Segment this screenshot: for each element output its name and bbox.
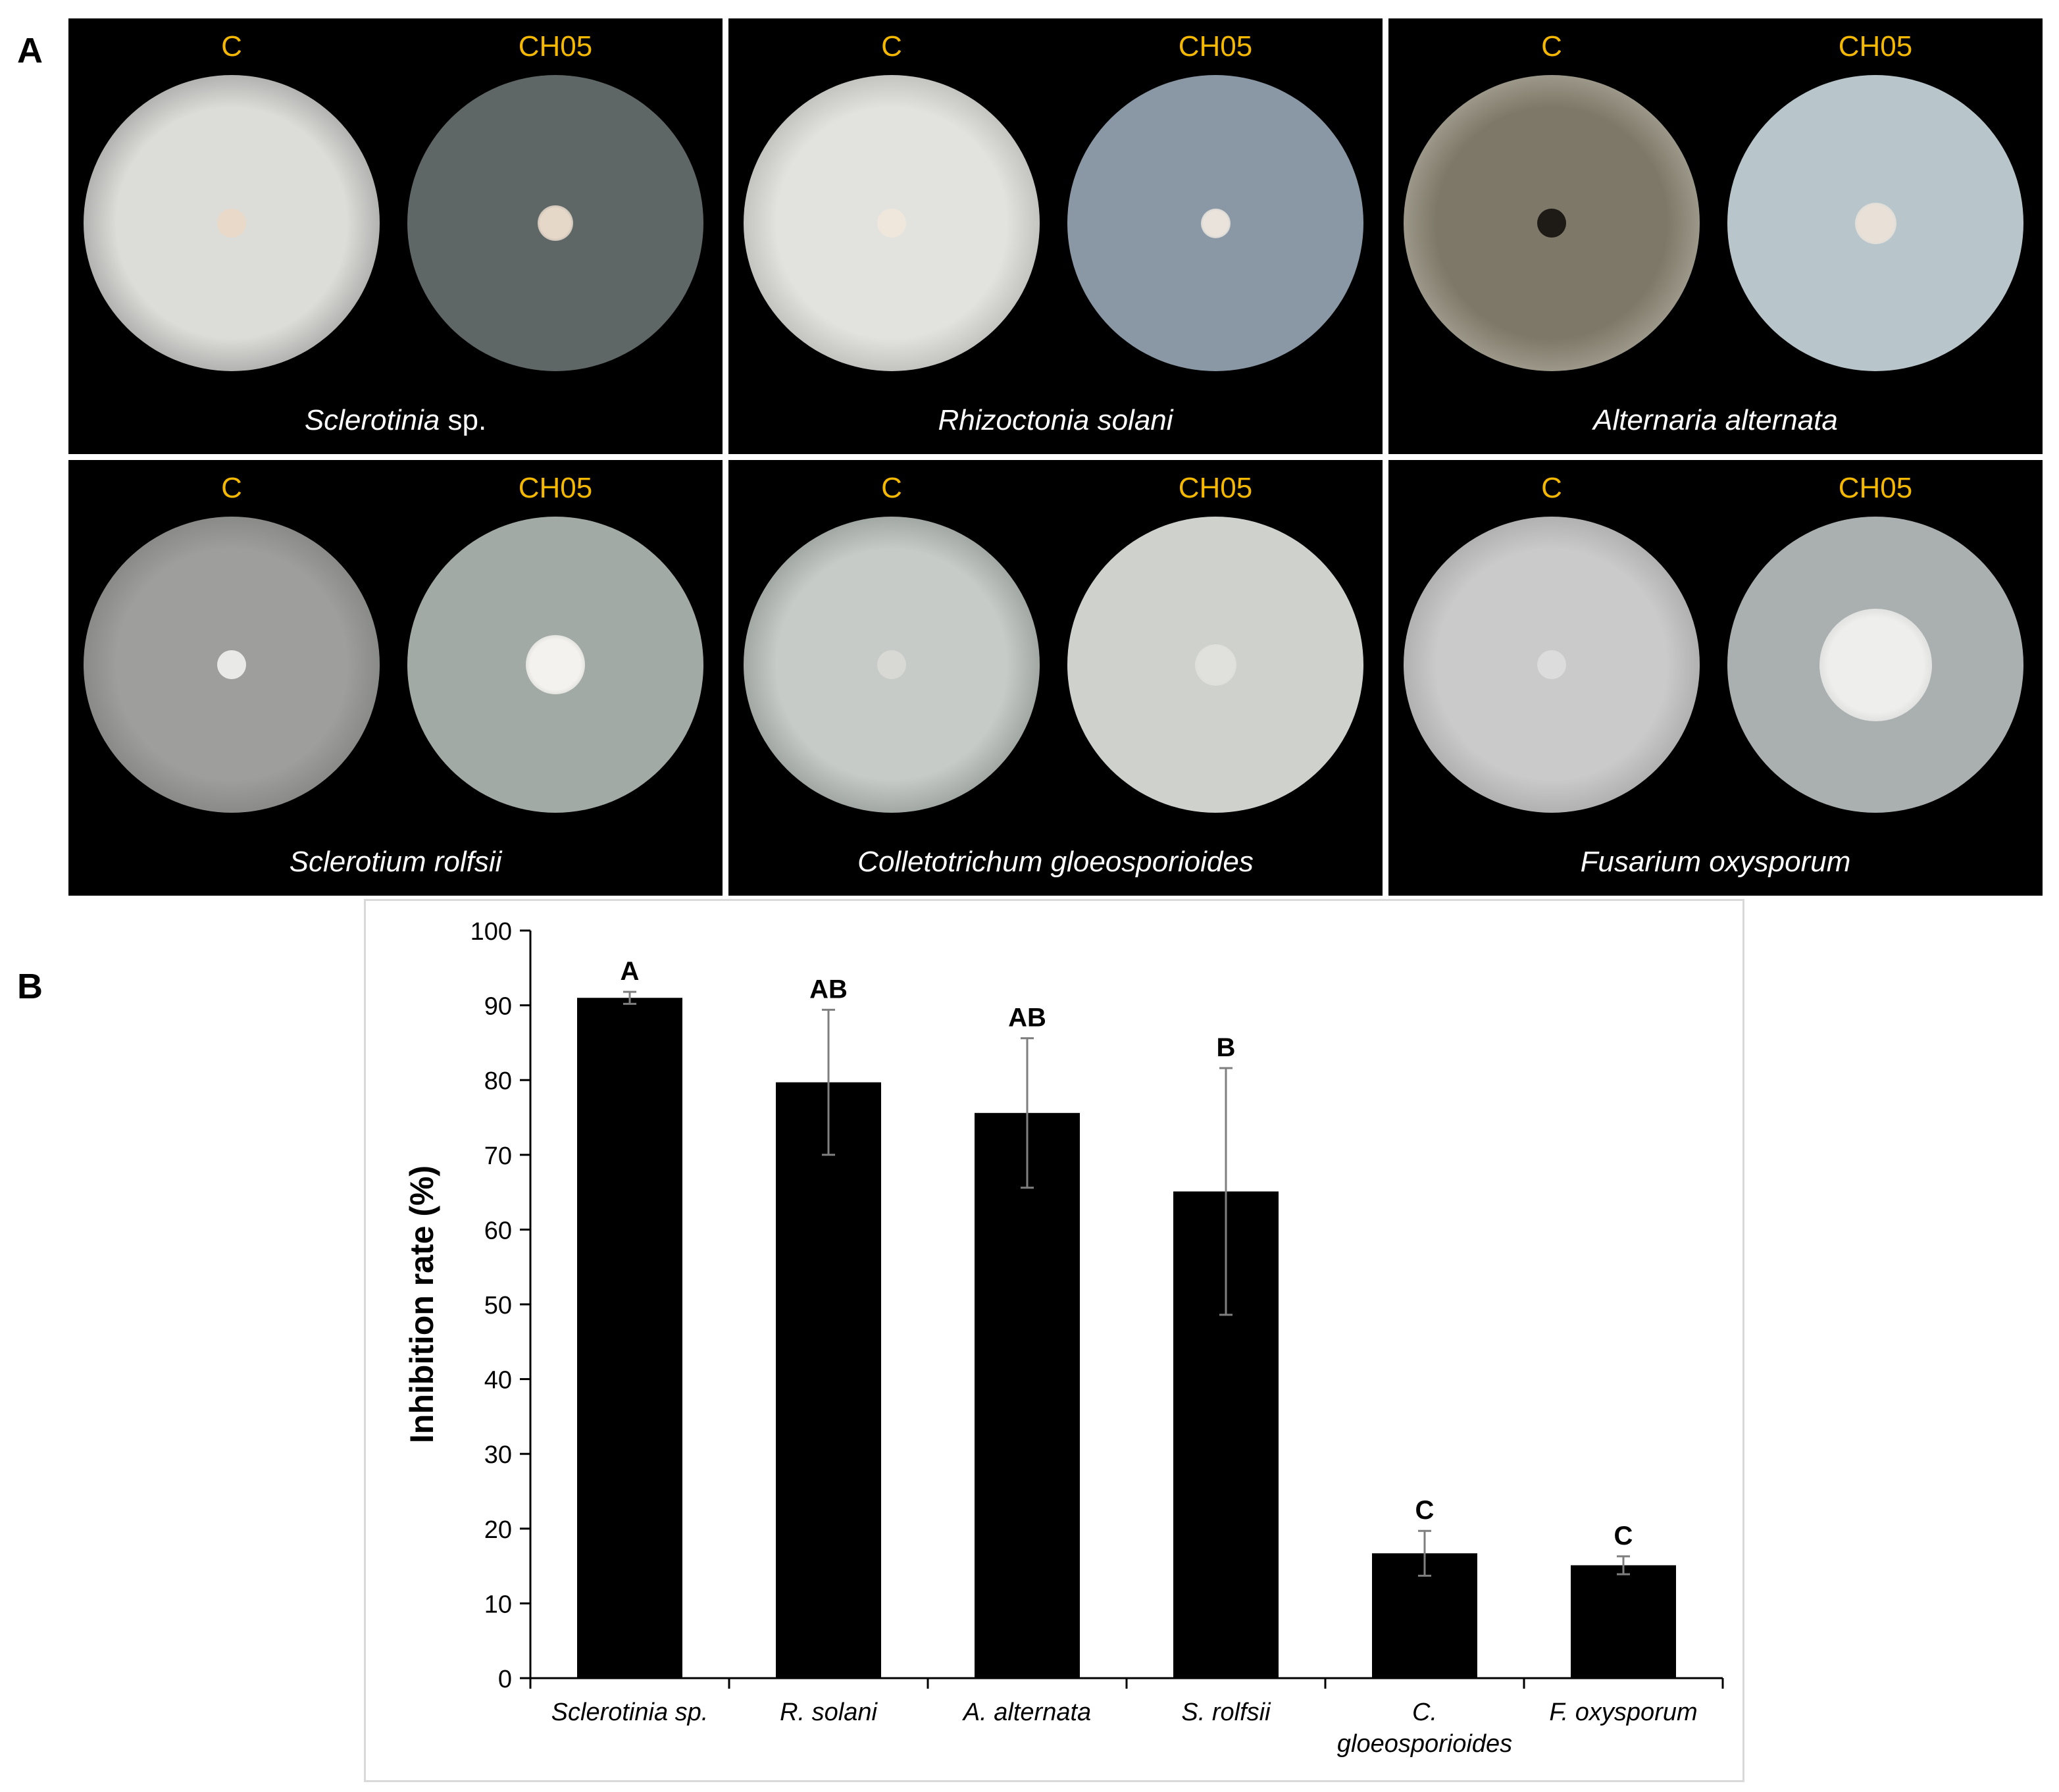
significance-letter: C	[1415, 1496, 1435, 1525]
plate-photo-grid: C CH05 Sclerotinia sp. C CH05 Rhizoctonia sol…	[68, 18, 2043, 896]
bar	[776, 1082, 881, 1678]
significance-letter: AB	[809, 975, 848, 1004]
treatment-colony	[1819, 608, 1932, 721]
species-name: Rhizoctonia solani	[938, 404, 1173, 436]
species-caption: Alternaria alternata	[1388, 404, 2043, 437]
inhibition-bar-chart: Inhibition rate (%) 0 10 20 30 40 50 60 70 80 90 10…	[403, 918, 1724, 1758]
x-tick-label: C.	[1412, 1699, 1437, 1726]
plate-tile: C CH05 Colletotrichum gloeosporioides	[728, 460, 1383, 896]
x-tick-label: S. rolfsii	[1181, 1699, 1271, 1726]
y-tick-label: 20	[484, 1516, 512, 1544]
significance-letter: C	[1614, 1522, 1633, 1550]
significance-letter: AB	[1008, 1004, 1046, 1033]
plate-tile: C CH05 Fusarium oxysporum	[1388, 460, 2043, 896]
y-tick-label: 10	[484, 1591, 512, 1618]
treatment-plate-label: CH05	[1178, 30, 1253, 63]
treatment-colony	[1854, 202, 1896, 244]
species-name: Colletotrichum gloeosporioides	[857, 846, 1254, 878]
control-plate-label: C	[881, 30, 902, 63]
y-tick-label: 90	[484, 993, 512, 1021]
chart-frame: Inhibition rate (%) 0 10 20 30 40 50 60 70 80 90 10…	[364, 899, 1744, 1782]
treatment-plate-label: CH05	[518, 30, 593, 63]
plate-tile: C CH05 Sclerotinia sp.	[68, 18, 723, 454]
plate-tile: C CH05 Sclerotium rolfsii	[68, 460, 723, 896]
control-plate-label: C	[221, 30, 242, 63]
y-tick-label: 60	[484, 1217, 512, 1244]
species-name: Sclerotium rolfsii	[289, 846, 502, 878]
x-tick-label: A. alternata	[962, 1699, 1091, 1726]
panel-a-label: A	[17, 31, 43, 70]
significance-letter: B	[1217, 1033, 1236, 1062]
y-tick-label: 40	[484, 1367, 512, 1395]
control-inoculum-plug	[1537, 650, 1566, 679]
y-tick-label: 80	[484, 1067, 512, 1095]
species-name: Sclerotinia	[304, 404, 440, 436]
treatment-plate-label: CH05	[1838, 472, 1913, 504]
control-inoculum-plug	[217, 650, 246, 679]
y-tick-label: 100	[470, 918, 512, 946]
treatment-colony	[1200, 208, 1231, 238]
plate-tile: C CH05 Rhizoctonia solani	[728, 18, 1383, 454]
y-axis-label: Inhibition rate (%)	[403, 1165, 440, 1443]
x-tick-label: Sclerotinia sp.	[551, 1699, 709, 1726]
treatment-colony	[526, 635, 585, 694]
y-tick-label: 50	[484, 1292, 512, 1319]
species-caption: Sclerotium rolfsii	[68, 846, 723, 879]
control-plate-label: C	[1541, 30, 1562, 63]
species-name: Fusarium oxysporum	[1580, 846, 1851, 878]
control-inoculum-plug	[1537, 209, 1566, 238]
x-tick-label: R. solani	[780, 1699, 878, 1726]
x-tick-label: gloeosporioides	[1337, 1730, 1512, 1758]
control-plate-label: C	[221, 472, 242, 504]
treatment-plate-label: CH05	[1178, 472, 1253, 504]
y-tick-label: 30	[484, 1441, 512, 1469]
y-tick-label: 0	[498, 1666, 512, 1693]
significance-letter: A	[621, 957, 640, 986]
species-caption: Fusarium oxysporum	[1388, 846, 2043, 879]
plate-tile: C CH05 Alternaria alternata	[1388, 18, 2043, 454]
treatment-plate-label: CH05	[518, 472, 593, 504]
control-inoculum-plug	[877, 209, 906, 238]
species-name: Alternaria alternata	[1593, 404, 1838, 436]
control-inoculum-plug	[217, 209, 246, 238]
species-caption: Colletotrichum gloeosporioides	[728, 846, 1383, 879]
treatment-plate-label: CH05	[1838, 30, 1913, 63]
control-inoculum-plug	[877, 650, 906, 679]
bar	[1571, 1565, 1676, 1678]
bar	[975, 1113, 1080, 1678]
panel-b-label: B	[17, 967, 43, 1006]
species-suffix: sp.	[440, 404, 487, 436]
species-caption: Rhizoctonia solani	[728, 404, 1383, 437]
control-plate-label: C	[1541, 472, 1562, 504]
control-plate-label: C	[881, 472, 902, 504]
treatment-colony	[1194, 644, 1236, 686]
x-tick-label: F. oxysporum	[1549, 1699, 1697, 1726]
treatment-colony	[538, 205, 573, 241]
species-caption: Sclerotinia sp.	[68, 404, 723, 437]
y-tick-label: 70	[484, 1142, 512, 1170]
bar	[577, 998, 682, 1678]
